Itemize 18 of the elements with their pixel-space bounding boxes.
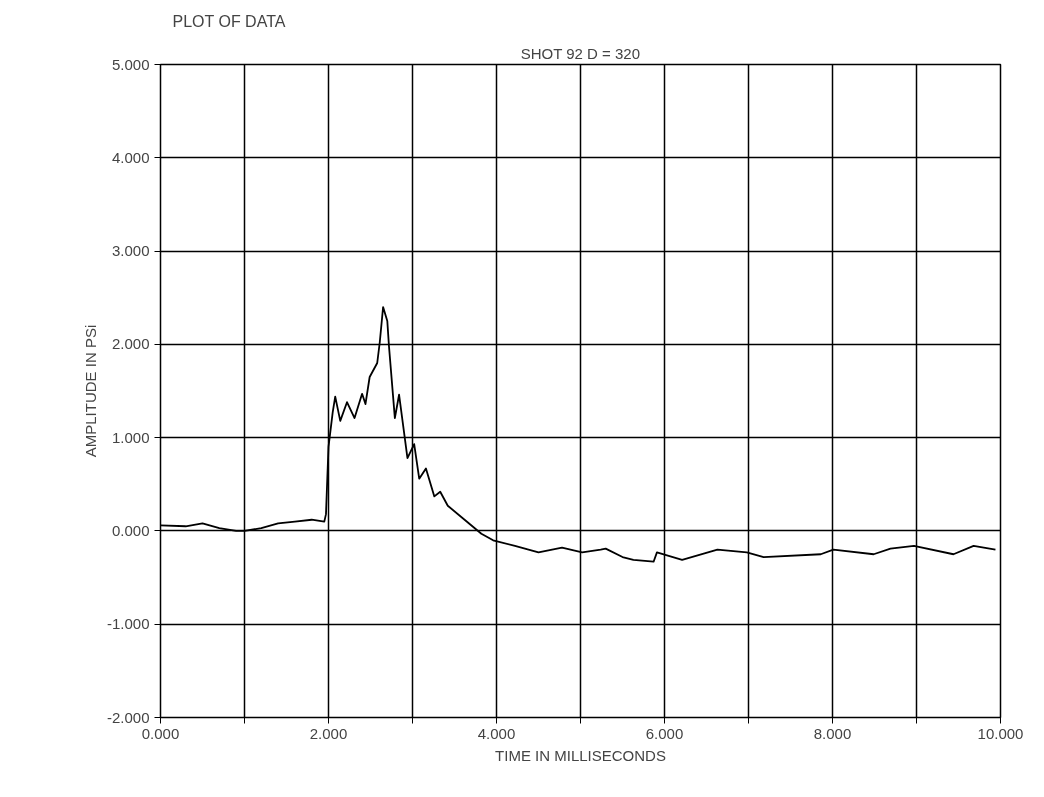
y-tick-label: 3.000 — [111, 242, 150, 260]
y-tick-label: 4.000 — [111, 148, 150, 166]
y-tick-label: -2.000 — [106, 708, 150, 726]
x-tick-label: 8.000 — [813, 724, 852, 742]
x-tick-label: 10.000 — [977, 724, 1024, 742]
y-axis-title: AMPLITUDE IN PSi — [81, 324, 99, 458]
y-tick-label: 1.000 — [111, 428, 150, 446]
y-tick-label: 5.000 — [111, 55, 150, 73]
x-tick-label: 4.000 — [477, 724, 516, 742]
y-tick-label: 0.000 — [111, 521, 150, 539]
x-axis-title: TIME IN MILLISECONDS — [495, 746, 666, 764]
x-tick-label: 6.000 — [645, 724, 684, 742]
chart-subtitle: SHOT 92 D = 320 — [520, 44, 641, 62]
x-tick-label: 2.000 — [309, 724, 348, 742]
x-tick-label: 0.000 — [141, 724, 180, 742]
chart-title: PLOT OF DATA — [172, 12, 286, 30]
y-tick-label: -1.000 — [106, 615, 150, 633]
y-tick-label: 2.000 — [111, 335, 150, 353]
